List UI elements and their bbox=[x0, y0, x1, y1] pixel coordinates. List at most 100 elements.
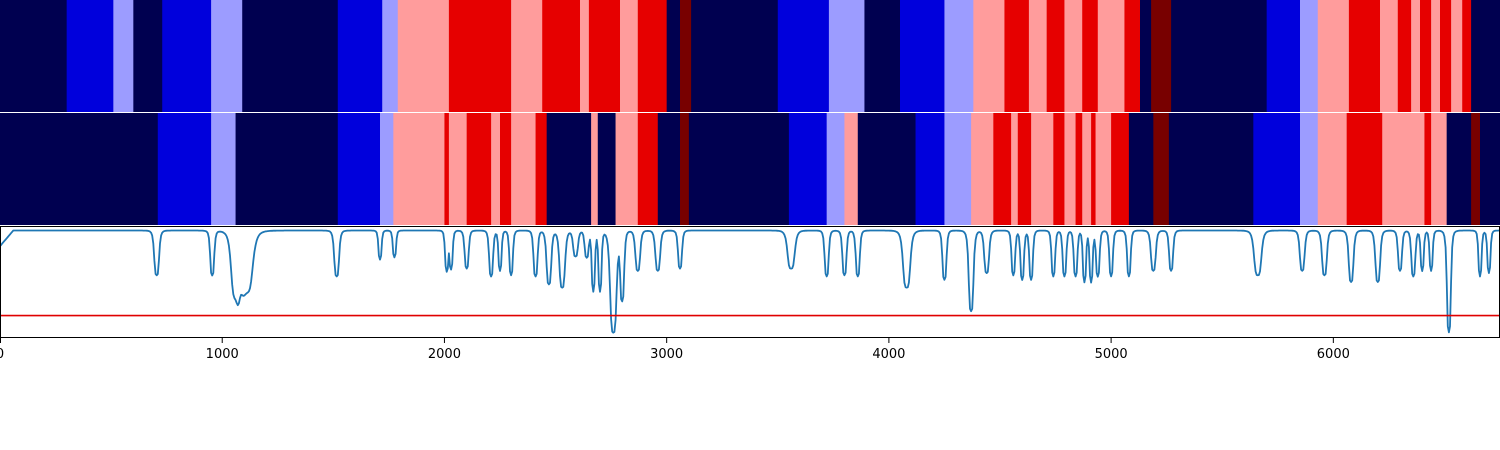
heatmap-cell-1-5 bbox=[211, 0, 243, 112]
heatmap-cell-2-4 bbox=[337, 113, 381, 225]
heatmap-cell-2-31 bbox=[1017, 113, 1032, 225]
x-tick-label-0: 0 bbox=[0, 347, 4, 362]
heatmap-cell-1-41 bbox=[1397, 0, 1412, 112]
heatmap-cell-1-46 bbox=[1451, 0, 1463, 112]
heatmap-cell-1-17 bbox=[666, 0, 681, 112]
heatmap-cell-2-13 bbox=[535, 113, 548, 225]
heatmap-cell-1-34 bbox=[1151, 0, 1172, 112]
heatmap-cell-2-16 bbox=[597, 113, 616, 225]
line-panel-bottom bbox=[0, 226, 1500, 338]
heatmap-cell-2-6 bbox=[393, 113, 445, 225]
heatmap-cell-2-47 bbox=[1382, 113, 1425, 225]
heatmap-cell-2-37 bbox=[1091, 113, 1096, 225]
heatmap-cell-1-1 bbox=[66, 0, 114, 112]
heatmap-cell-2-49 bbox=[1431, 113, 1448, 225]
x-tick-label-1000: 1000 bbox=[206, 347, 239, 362]
heatmap-cell-1-45 bbox=[1440, 0, 1452, 112]
x-tick-label-6000: 6000 bbox=[1317, 347, 1350, 362]
heatmap-cell-2-46 bbox=[1346, 113, 1383, 225]
x-tick-label-3000: 3000 bbox=[650, 347, 683, 362]
heatmap-cell-2-8 bbox=[448, 113, 468, 225]
heatmap-cell-2-5 bbox=[380, 113, 394, 225]
heatmap-cell-1-36 bbox=[1266, 0, 1301, 112]
heatmap-cell-1-40 bbox=[1380, 0, 1399, 112]
heatmap-cell-2-51 bbox=[1471, 113, 1481, 225]
heatmap-cell-2-50 bbox=[1446, 113, 1472, 225]
heatmap-cell-1-32 bbox=[1124, 0, 1141, 112]
heatmap-cell-2-7 bbox=[444, 113, 450, 225]
heatmap-cell-1-13 bbox=[580, 0, 590, 112]
heatmap-cell-2-14 bbox=[546, 113, 592, 225]
heatmap-panel-middle bbox=[0, 113, 1500, 225]
heatmap-cell-1-48 bbox=[1471, 0, 1500, 112]
heatmap-cell-1-44 bbox=[1431, 0, 1441, 112]
x-axis: 0 1000 2000 3000 4000 5000 6000 bbox=[0, 338, 1350, 362]
heatmap-cell-2-45 bbox=[1317, 113, 1348, 225]
heatmap-cell-2-27 bbox=[944, 113, 972, 225]
heatmap-cell-2-38 bbox=[1095, 113, 1112, 225]
heatmap-cell-1-19 bbox=[691, 0, 779, 112]
heatmap-cell-2-42 bbox=[1168, 113, 1254, 225]
heatmap-cell-1-33 bbox=[1140, 0, 1152, 112]
heatmap-cell-2-10 bbox=[491, 113, 501, 225]
heatmap-cell-1-38 bbox=[1317, 0, 1350, 112]
heatmap-cell-1-37 bbox=[1300, 0, 1319, 112]
heatmap-cell-1-10 bbox=[448, 0, 512, 112]
heatmap-cell-1-30 bbox=[1082, 0, 1099, 112]
heatmap-cell-2-32 bbox=[1031, 113, 1054, 225]
heatmap-cell-1-8 bbox=[382, 0, 399, 112]
heatmap-cell-2-17 bbox=[615, 113, 639, 225]
heatmap-cell-2-39 bbox=[1111, 113, 1130, 225]
heatmap-cell-2-26 bbox=[915, 113, 945, 225]
heatmap-cell-2-28 bbox=[971, 113, 994, 225]
heatmap-cell-2-30 bbox=[1011, 113, 1019, 225]
heatmap-cell-2-48 bbox=[1424, 113, 1432, 225]
x-tick-label-5000: 5000 bbox=[1095, 347, 1128, 362]
heatmap-cell-1-0 bbox=[0, 0, 68, 112]
heatmap-cell-2-11 bbox=[500, 113, 512, 225]
heatmap-cell-1-4 bbox=[162, 0, 212, 112]
x-tick-label-4000: 4000 bbox=[872, 347, 905, 362]
heatmap-cell-1-21 bbox=[828, 0, 865, 112]
heatmap-cell-2-25 bbox=[857, 113, 916, 225]
heatmap-panel-top bbox=[0, 0, 1500, 112]
heatmap-cell-2-35 bbox=[1075, 113, 1083, 225]
heatmap-cell-1-6 bbox=[242, 0, 339, 112]
heatmap-cell-1-3 bbox=[133, 0, 163, 112]
heatmap-cell-2-21 bbox=[688, 113, 790, 225]
heatmap-cell-1-26 bbox=[1004, 0, 1030, 112]
heatmap-cell-2-12 bbox=[511, 113, 536, 225]
heatmap-cell-2-3 bbox=[235, 113, 339, 225]
signal-line bbox=[0, 229, 1500, 334]
heatmap-cell-1-12 bbox=[542, 0, 581, 112]
heatmap-cell-1-2 bbox=[113, 0, 134, 112]
heatmap-cell-1-23 bbox=[900, 0, 945, 112]
heatmap-cell-1-9 bbox=[397, 0, 450, 112]
heatmap-cell-2-52 bbox=[1480, 113, 1500, 225]
heatmap-cell-2-23 bbox=[826, 113, 845, 225]
heatmap-cell-1-16 bbox=[637, 0, 668, 112]
heatmap-cell-2-22 bbox=[788, 113, 828, 225]
heatmap-cell-2-18 bbox=[637, 113, 659, 225]
heatmap-cell-1-14 bbox=[588, 0, 621, 112]
heatmap-cell-1-28 bbox=[1046, 0, 1065, 112]
heatmap-cell-1-7 bbox=[337, 0, 383, 112]
heatmap-cell-1-47 bbox=[1462, 0, 1472, 112]
heatmap-cell-2-2 bbox=[211, 113, 236, 225]
heatmap-cell-2-43 bbox=[1253, 113, 1301, 225]
heatmap-cell-1-35 bbox=[1171, 0, 1268, 112]
heatmap-cell-2-19 bbox=[657, 113, 681, 225]
heatmap-cell-2-40 bbox=[1128, 113, 1154, 225]
heatmap-cell-1-27 bbox=[1028, 0, 1048, 112]
heatmap-cell-2-15 bbox=[591, 113, 599, 225]
heatmap-cell-2-29 bbox=[993, 113, 1012, 225]
x-tick-label-2000: 2000 bbox=[428, 347, 461, 362]
heatmap-cell-1-29 bbox=[1064, 0, 1083, 112]
heatmap-cell-2-41 bbox=[1153, 113, 1170, 225]
heatmap-cell-1-42 bbox=[1411, 0, 1421, 112]
heatmap-cell-2-33 bbox=[1053, 113, 1065, 225]
line-plot-background bbox=[0, 226, 1500, 338]
heatmap-cell-1-31 bbox=[1097, 0, 1125, 112]
heatmap-cell-1-39 bbox=[1348, 0, 1381, 112]
